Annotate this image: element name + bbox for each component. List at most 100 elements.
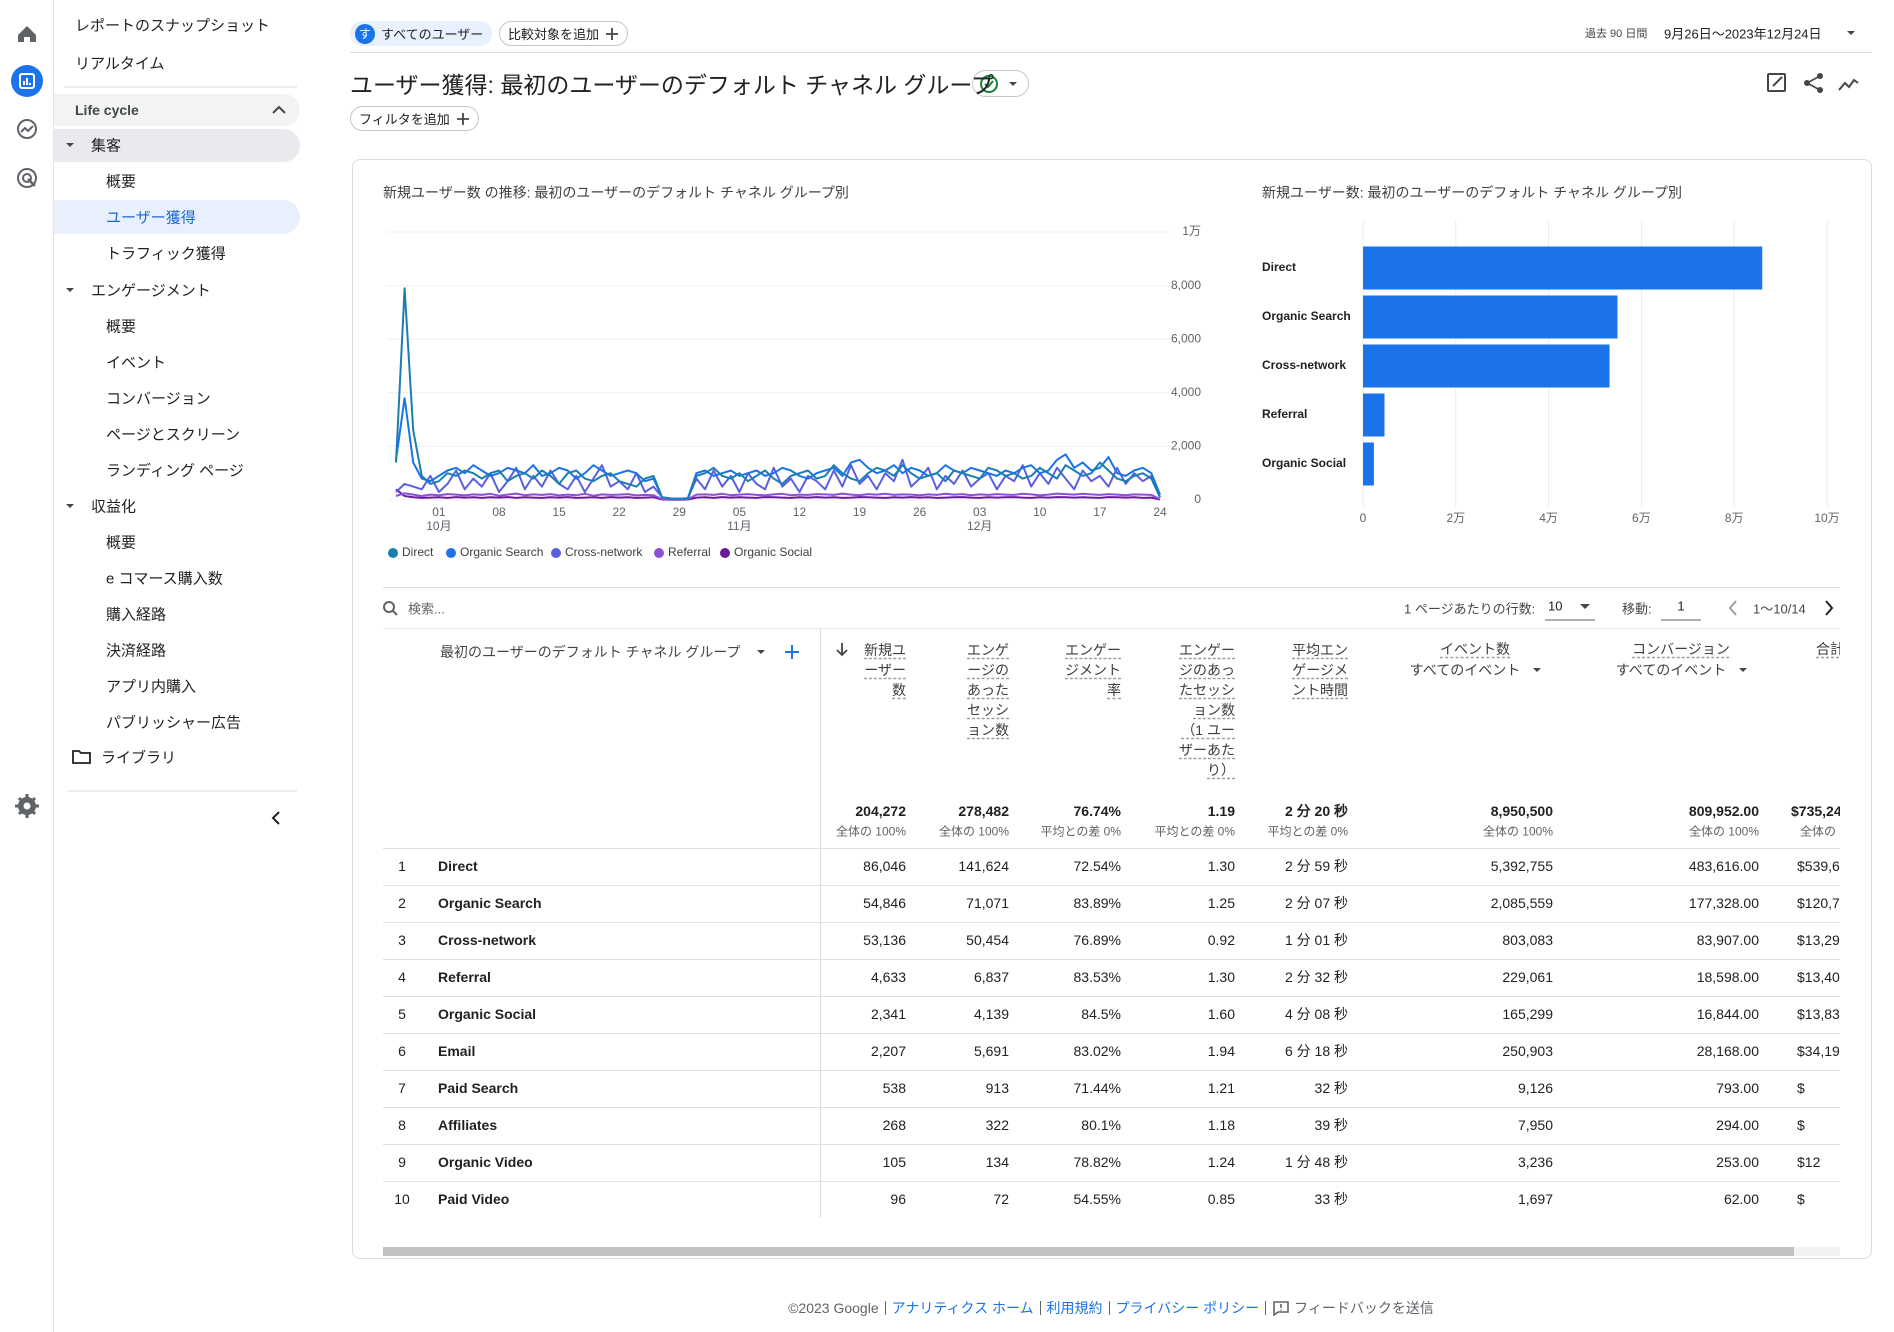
column-header[interactable]: コンバージョン bbox=[1632, 641, 1730, 657]
footer-link[interactable]: 利用規約 bbox=[1046, 1300, 1103, 1316]
column-total-note: 全体の 100% bbox=[938, 824, 1009, 839]
column-header-text: 平均エンゲージメント時間 bbox=[1292, 642, 1348, 698]
row-value: 1.94 bbox=[1207, 1043, 1235, 1059]
nav-item[interactable]: コンバージョン bbox=[106, 390, 211, 408]
row-value: 2 分 59 秒 bbox=[1284, 858, 1348, 874]
column-total-note: 全体の 100% bbox=[835, 824, 906, 839]
row-value: 16,844.00 bbox=[1696, 1006, 1759, 1022]
row-dimension[interactable]: Organic Video bbox=[438, 1154, 533, 1170]
goto-input[interactable]: 1 bbox=[1677, 598, 1685, 614]
column-total-note: 全体の 100% bbox=[1688, 824, 1759, 839]
row-value: 793.00 bbox=[1716, 1080, 1759, 1096]
row-number: 10 bbox=[394, 1191, 410, 1207]
column-header[interactable]: エンゲージメント率 bbox=[1061, 640, 1121, 700]
row-dimension[interactable]: Direct bbox=[438, 858, 478, 874]
column-header[interactable]: イベント数 bbox=[1440, 641, 1510, 657]
row-number: 7 bbox=[398, 1080, 406, 1096]
row-line bbox=[383, 885, 1840, 886]
nav-item[interactable]: 決済経路 bbox=[106, 642, 167, 660]
goto-label: 移動: bbox=[1622, 601, 1652, 617]
row-value: 5,691 bbox=[973, 1043, 1009, 1059]
dimension-header[interactable]: 最初のユーザーのデフォルト チャネル グループ bbox=[440, 644, 741, 660]
compare-label: 比較対象を追加 bbox=[508, 27, 600, 42]
nav-item[interactable]: ユーザー獲得 bbox=[106, 209, 196, 227]
column-total: 809,952.00 bbox=[1688, 803, 1759, 819]
row-value: 538 bbox=[882, 1080, 906, 1096]
segment-chip[interactable]: す すべてのユーザー bbox=[350, 21, 493, 46]
nav-link[interactable]: リアルタイム bbox=[75, 55, 165, 73]
separator bbox=[1265, 1301, 1267, 1315]
column-header[interactable]: 新規ユーザー数 bbox=[860, 640, 906, 700]
page-range: 1～10/14 bbox=[1753, 601, 1806, 617]
row-value: $ bbox=[1797, 1191, 1805, 1207]
row-dimension[interactable]: Affiliates bbox=[438, 1117, 498, 1133]
feedback-link[interactable]: フィードバックを送信 bbox=[1294, 1300, 1434, 1316]
nav-item[interactable]: ページとスクリーン bbox=[106, 426, 240, 444]
report-title: ユーザー獲得: 最初のユーザーのデフォルト チャネル グループ bbox=[350, 72, 995, 98]
nav-item[interactable]: 概要 bbox=[106, 318, 137, 336]
row-dimension[interactable]: Paid Video bbox=[438, 1191, 510, 1207]
footer-link[interactable]: プライバシー ポリシー bbox=[1115, 1300, 1260, 1316]
table-area: 検索... 1 ページあたりの行数: 10 移動: 1 1～10/14 最初のユーザーのデフ… bbox=[383, 587, 1840, 1256]
row-value: 2,341 bbox=[870, 1006, 906, 1022]
row-dimension[interactable]: Email bbox=[438, 1043, 476, 1059]
row-value: $120,73 bbox=[1797, 895, 1840, 911]
row-value: 71,071 bbox=[966, 895, 1009, 911]
nav-item[interactable]: アプリ内購入 bbox=[106, 678, 197, 696]
row-dimension[interactable]: Referral bbox=[438, 969, 491, 985]
nav-group[interactable]: 集客 bbox=[91, 137, 122, 155]
row-value: 1.30 bbox=[1207, 858, 1235, 874]
filter-chip[interactable]: フィルタを追加 bbox=[350, 106, 479, 131]
nav-item[interactable]: 購入経路 bbox=[106, 606, 167, 624]
column-header[interactable]: エンゲージのあったセッション数 bbox=[963, 640, 1009, 740]
column-total: 278,482 bbox=[958, 803, 1009, 819]
scroll-thumb[interactable] bbox=[383, 1247, 1794, 1256]
row-dimension[interactable]: Cross-network bbox=[438, 932, 537, 948]
column-header[interactable]: 平均エンゲージメント時間 bbox=[1288, 640, 1348, 700]
column-header-text: 新規ユーザー数 bbox=[864, 642, 906, 698]
date-range[interactable]: 9月26日～2023年12月24日 bbox=[1664, 26, 1822, 42]
row-dimension[interactable]: Paid Search bbox=[438, 1080, 519, 1096]
row-value: 1 分 01 秒 bbox=[1284, 932, 1348, 948]
search-input[interactable]: 検索... bbox=[408, 601, 445, 617]
nav-link[interactable]: レポートのスナップショット bbox=[75, 17, 271, 35]
status-chip[interactable] bbox=[972, 70, 1029, 97]
row-value: 4,139 bbox=[973, 1006, 1009, 1022]
nav-item[interactable]: 概要 bbox=[106, 534, 137, 552]
column-total: $735,24 bbox=[1791, 803, 1840, 819]
footer-link[interactable]: アナリティクス ホーム bbox=[891, 1300, 1034, 1316]
row-value: 83,907.00 bbox=[1696, 932, 1759, 948]
row-line bbox=[383, 1181, 1840, 1182]
insights-icon[interactable] bbox=[1838, 78, 1859, 91]
row-number: 3 bbox=[398, 932, 406, 948]
nav-item[interactable]: ランディング ページ bbox=[106, 462, 244, 480]
row-number: 6 bbox=[398, 1043, 406, 1059]
compare-chip[interactable]: 比較対象を追加 bbox=[499, 21, 629, 46]
nav-section[interactable]: Life cycle bbox=[75, 102, 139, 118]
nav-item[interactable]: イベント bbox=[106, 354, 167, 372]
row-value: 0.92 bbox=[1207, 932, 1235, 948]
nav-item[interactable]: パブリッシャー広告 bbox=[106, 714, 242, 732]
nav-item[interactable]: トラフィック獲得 bbox=[106, 245, 226, 263]
nav-group[interactable]: エンゲージメント bbox=[91, 282, 211, 300]
column-header[interactable]: エンゲージのあったセッション数（1 ユーザーあたり） bbox=[1175, 640, 1235, 780]
nav-item[interactable]: e コマース購入数 bbox=[106, 570, 223, 588]
column-header-text: エンゲージのあったセッション数（1 ユーザーあたり） bbox=[1179, 642, 1235, 778]
row-value: 2,085,559 bbox=[1490, 895, 1553, 911]
row-value: 50,454 bbox=[966, 932, 1009, 948]
nav-group[interactable]: 収益化 bbox=[91, 498, 137, 516]
rows-per-page-select[interactable]: 10 bbox=[1548, 598, 1563, 614]
row-dimension[interactable]: Organic Search bbox=[438, 895, 542, 911]
date-period: 過去 90 日間 bbox=[1585, 28, 1648, 40]
nav-link[interactable]: ライブラリ bbox=[101, 749, 177, 767]
column-filter[interactable]: すべてのイベント bbox=[1409, 662, 1521, 678]
date-caret[interactable] bbox=[1847, 31, 1855, 35]
row-dimension[interactable]: Organic Social bbox=[438, 1006, 537, 1022]
nav-item[interactable]: 概要 bbox=[106, 173, 137, 191]
row-line bbox=[383, 1033, 1840, 1034]
row-value: 1.21 bbox=[1207, 1080, 1235, 1096]
column-filter[interactable]: すべてのイベント bbox=[1615, 662, 1727, 678]
column-header[interactable]: 合計 bbox=[1816, 641, 1840, 657]
column-total-note: 全体の bbox=[1800, 824, 1837, 839]
column-total: 2 分 20 秒 bbox=[1284, 803, 1348, 819]
